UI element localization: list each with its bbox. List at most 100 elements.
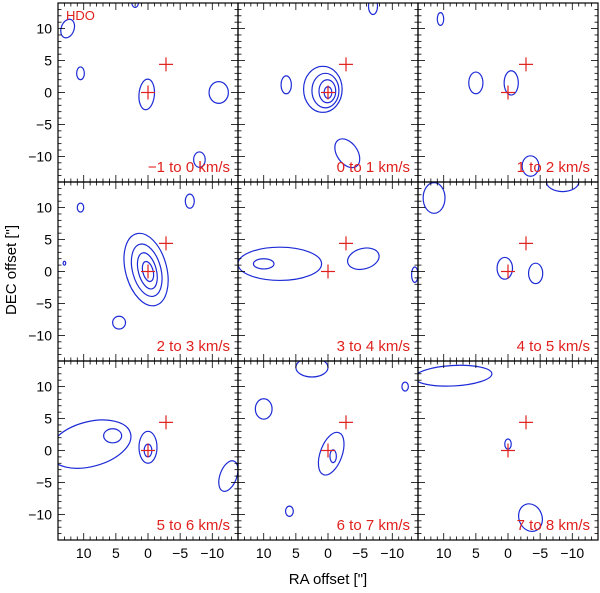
contour-line — [436, 11, 445, 26]
plus-marker — [141, 443, 155, 458]
x-tick-label: 5 — [112, 545, 120, 561]
plus-marker — [159, 236, 173, 251]
plus-marker — [141, 85, 155, 100]
channel-panel: 1 to 2 km/s — [417, 2, 599, 183]
contour-line — [123, 232, 169, 307]
channel-panel: 3 to 4 km/s — [237, 181, 419, 362]
channel-panel: 5 to 6 km/s — [57, 360, 239, 541]
channel-panel: 7 to 8 km/s — [417, 360, 599, 541]
x-tick-label: −5 — [352, 545, 368, 561]
contour-group — [422, 182, 580, 285]
y-tick-label: 10 — [36, 379, 52, 395]
velocity-label: 3 to 4 km/s — [337, 338, 410, 355]
contour-line — [334, 138, 361, 169]
y-tick-label: −5 — [36, 116, 52, 132]
plus-marker — [501, 85, 515, 100]
contour-line — [218, 460, 238, 492]
y-tick-label: 5 — [44, 53, 52, 69]
plus-marker — [321, 264, 335, 279]
velocity-label: 4 to 5 km/s — [517, 338, 590, 355]
channel-panel: 2 to 3 km/s — [57, 181, 239, 362]
plus-marker — [339, 57, 353, 72]
contour-line — [422, 182, 446, 214]
x-tick-label: −10 — [200, 545, 224, 561]
contour-line — [238, 246, 323, 282]
contour-line — [518, 503, 543, 533]
y-tick-label: 0 — [44, 264, 52, 280]
contour-line — [284, 505, 294, 517]
contour-line — [58, 419, 132, 469]
plus-marker — [501, 443, 515, 458]
plus-marker — [339, 236, 353, 251]
contour-line — [418, 364, 493, 387]
contour-line — [103, 428, 123, 444]
contour-line — [410, 266, 418, 283]
contour-group — [280, 3, 379, 169]
contour-group — [62, 193, 195, 330]
contour-group — [436, 11, 540, 177]
contour-line — [317, 431, 345, 476]
contour-line — [112, 315, 127, 330]
contour-line — [138, 78, 156, 111]
contour-group — [418, 364, 543, 533]
x-tick-label: 0 — [504, 545, 512, 561]
velocity-label: 7 to 8 km/s — [517, 517, 590, 534]
y-tick-labels: 10 5 0 −5 −10 10 5 0 −5 −10 10 5 0 −5 −10 — [28, 21, 52, 523]
contour-line — [131, 3, 139, 9]
x-tick-label: −10 — [380, 545, 404, 561]
contour-line — [252, 258, 275, 270]
y-tick-label: 10 — [36, 21, 52, 37]
contour-line — [136, 252, 158, 290]
contour-line — [318, 79, 337, 104]
molecule-label: HDO — [66, 8, 95, 23]
contour-group — [60, 3, 229, 168]
y-tick-label: −5 — [36, 295, 52, 311]
y-tick-label: −10 — [28, 148, 52, 164]
plus-marker — [159, 57, 173, 72]
x-tick-label: −5 — [532, 545, 548, 561]
y-axis-label: DEC offset ["] — [3, 225, 20, 315]
velocity-label: 6 to 7 km/s — [337, 517, 410, 534]
y-tick-label: −5 — [36, 474, 52, 490]
contour-line — [302, 65, 343, 113]
contour-line — [311, 72, 340, 109]
plus-marker — [141, 264, 155, 279]
contour-line — [401, 381, 409, 392]
velocity-label: 1 to 2 km/s — [517, 159, 590, 176]
contour-line — [521, 155, 540, 177]
panels-grid: −1 to 0 km/s HDO 0 to 1 km/s 1 to 2 km/s 2 t… — [57, 2, 599, 541]
contour-line — [367, 3, 379, 16]
plus-marker — [321, 85, 335, 100]
y-tick-label: 5 — [44, 411, 52, 427]
tick-marks — [238, 3, 418, 182]
x-axis-label: RA offset ["] — [289, 571, 367, 588]
x-tick-label: 10 — [256, 545, 272, 561]
contour-line — [496, 256, 514, 280]
contour-line — [254, 398, 273, 420]
y-tick-label: 10 — [36, 200, 52, 216]
contour-line — [60, 18, 76, 39]
plus-marker — [321, 443, 335, 458]
y-tick-label: −10 — [28, 506, 52, 522]
y-tick-label: −10 — [28, 327, 52, 343]
contour-group — [58, 419, 238, 492]
velocity-label: 2 to 3 km/s — [157, 338, 230, 355]
channel-panel: 6 to 7 km/s — [237, 360, 419, 541]
contour-line — [76, 202, 85, 213]
panel-frame — [417, 360, 599, 541]
channel-panel: 4 to 5 km/s — [417, 181, 599, 362]
x-tick-label: 10 — [436, 545, 452, 561]
velocity-label: 5 to 6 km/s — [157, 517, 230, 534]
contour-line — [208, 81, 229, 104]
x-tick-labels: 10 5 0 −5 −10 10 5 0 −5 −10 10 5 0 −5 −10 — [76, 545, 584, 561]
contour-line — [329, 449, 337, 464]
x-tick-label: 0 — [324, 545, 332, 561]
contour-line — [527, 262, 544, 285]
x-tick-label: 0 — [144, 545, 152, 561]
y-tick-label: 5 — [44, 232, 52, 248]
contour-line — [347, 247, 380, 271]
contour-group — [254, 361, 409, 517]
velocity-label: −1 to 0 km/s — [148, 159, 230, 176]
x-tick-label: −5 — [172, 545, 188, 561]
